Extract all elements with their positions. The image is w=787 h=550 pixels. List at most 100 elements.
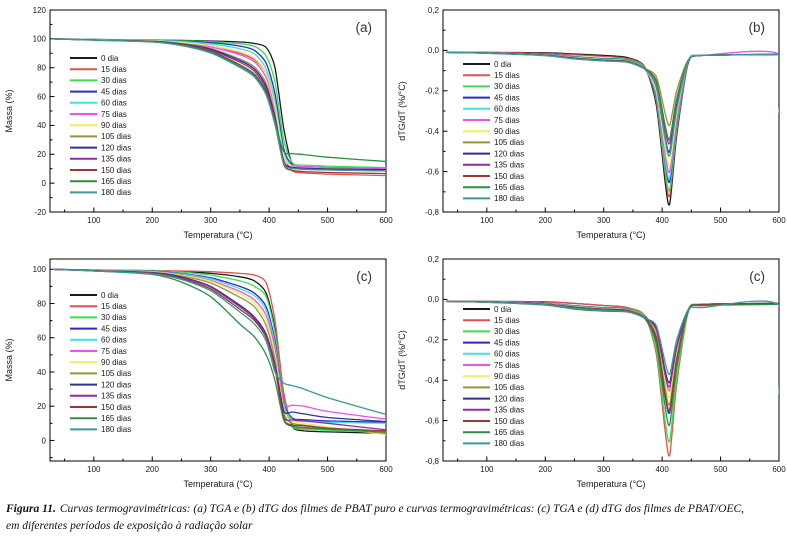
x-tick-label: 600: [379, 465, 393, 474]
legend-label: 105 dias: [101, 369, 131, 378]
legend-label: 60 dias: [494, 350, 520, 359]
y-axis-title: Massa (%): [4, 338, 14, 381]
legend-label: 105 dias: [494, 383, 524, 392]
x-tick-label: 200: [146, 465, 160, 474]
x-tick-label: 500: [714, 216, 728, 225]
y-tick-label: 0,0: [428, 46, 440, 55]
y-tick-label: -0,8: [425, 208, 439, 217]
x-tick-label: 400: [262, 465, 276, 474]
plot-frame: [49, 258, 387, 462]
panel-corner-label: (c): [749, 269, 765, 284]
legend-label: 120 dias: [494, 394, 524, 403]
legend-label: 15 dias: [101, 65, 127, 74]
x-tick-label: 600: [379, 216, 393, 225]
legend-label: 150 dias: [494, 172, 524, 181]
panel-corner-label: (b): [749, 20, 766, 35]
axis-ticks: [443, 258, 780, 462]
x-tick-label: 600: [772, 216, 786, 225]
y-tick-label: -0,2: [425, 87, 439, 96]
x-tick-label: 500: [321, 465, 335, 474]
legend-label: 90 dias: [494, 372, 520, 381]
y-tick-label: 120: [33, 6, 47, 15]
legend-label: 60 dias: [101, 336, 127, 345]
legend-label: 75 dias: [101, 347, 127, 356]
series-line: [52, 268, 386, 416]
chart-svg: 100 200 300 400 500 600 0 20 40 60 80 100 Temperatur…: [4, 258, 393, 489]
y-tick-label: 80: [37, 64, 46, 73]
y-tick-label: 40: [37, 368, 46, 377]
figure-caption: Figura 11. Curvas termogravimétricas: (a)…: [0, 498, 787, 536]
legend-label: 15 dias: [494, 71, 520, 80]
series-group: [52, 38, 386, 177]
y-tick-label: -0,8: [425, 457, 439, 466]
legend-label: 180 dias: [101, 188, 131, 197]
plot-frame: [442, 9, 780, 213]
x-tick-label: 200: [146, 216, 160, 225]
y-tick-label: 0: [42, 179, 47, 188]
x-tick-label: 300: [597, 465, 611, 474]
y-axis-title: dTG/dT (%/°C): [397, 330, 407, 389]
legend-label: 135 dias: [494, 161, 524, 170]
x-tick-label: 200: [539, 465, 553, 474]
legend-label: 0 dia: [101, 54, 119, 63]
legend-label: 165 dias: [101, 414, 131, 423]
series-group: [445, 50, 779, 206]
y-tick-label: 20: [37, 150, 46, 159]
panel-corner-label: (c): [356, 269, 372, 284]
legend-label: 165 dias: [101, 177, 131, 186]
panel-b-dtg-pbat: 100 200 300 400 500 600 0,2 0,0 -0,2 -0,4 -0,6 -0,8…: [393, 0, 787, 249]
legend-label: 150 dias: [494, 417, 524, 426]
y-tick-label: 20: [37, 402, 46, 411]
x-axis-title: Temperatura (°C): [576, 230, 645, 240]
legend-label: 60 dias: [494, 105, 520, 114]
y-tick-label: 60: [37, 92, 46, 101]
x-tick-label: 400: [262, 216, 276, 225]
legend-label: 165 dias: [494, 428, 524, 437]
legend-label: 45 dias: [494, 338, 520, 347]
axis-ticks: [50, 268, 387, 461]
x-tick-label: 600: [772, 465, 786, 474]
legend-label: 105 dias: [101, 132, 131, 141]
legend-label: 0 dia: [494, 305, 512, 314]
legend-label: 90 dias: [494, 127, 520, 136]
legend-label: 30 dias: [101, 313, 127, 322]
legend-label: 15 dias: [101, 302, 127, 311]
legend: 0 dia 15 dias 30 dias 45 dias 60 dias 75 dias…: [463, 60, 524, 203]
x-tick-label: 400: [655, 216, 669, 225]
y-tick-label: -0,2: [425, 336, 439, 345]
y-tick-label: 0: [42, 436, 47, 445]
y-tick-label: 80: [37, 299, 46, 308]
legend-label: 45 dias: [494, 93, 520, 102]
y-tick-label: 40: [37, 121, 46, 130]
legend-label: 120 dias: [101, 143, 131, 152]
legend-label: 150 dias: [101, 403, 131, 412]
legend-label: 15 dias: [494, 316, 520, 325]
x-tick-label: 300: [597, 216, 611, 225]
panel-d-dtg-pbat-oec: 100 200 300 400 500 600 0,2 0,0 -0,2 -0,4 -0,6 -0,8…: [393, 249, 787, 498]
legend-label: 90 dias: [101, 358, 127, 367]
caption-label: Figura 11.: [6, 503, 56, 515]
x-axis-title: Temperatura (°C): [183, 479, 252, 489]
legend-label: 180 dias: [101, 425, 131, 434]
x-tick-label: 200: [539, 216, 553, 225]
legend-label: 135 dias: [101, 155, 131, 164]
y-tick-label: 100: [33, 265, 47, 274]
legend-label: 150 dias: [101, 166, 131, 175]
chart-svg: 100 200 300 400 500 600 0,2 0,0 -0,2 -0,4 -0,6 -0,8…: [397, 6, 786, 240]
x-tick-label: 100: [87, 465, 101, 474]
series-group: [445, 300, 779, 457]
y-tick-label: -0,6: [425, 416, 439, 425]
legend-label: 105 dias: [494, 138, 524, 147]
caption-line2: em diferentes períodos de exposição à ra…: [6, 520, 253, 533]
legend-label: 180 dias: [494, 194, 524, 203]
x-axis-title: Temperatura (°C): [576, 479, 645, 489]
axis-ticks: [443, 9, 780, 213]
x-tick-label: 300: [204, 465, 218, 474]
legend-label: 60 dias: [101, 99, 127, 108]
legend-label: 30 dias: [494, 82, 520, 91]
x-tick-label: 500: [714, 465, 728, 474]
x-axis-title: Temperatura (°C): [183, 230, 252, 240]
x-tick-label: 400: [655, 465, 669, 474]
legend-label: 120 dias: [101, 380, 131, 389]
legend-label: 30 dias: [494, 327, 520, 336]
